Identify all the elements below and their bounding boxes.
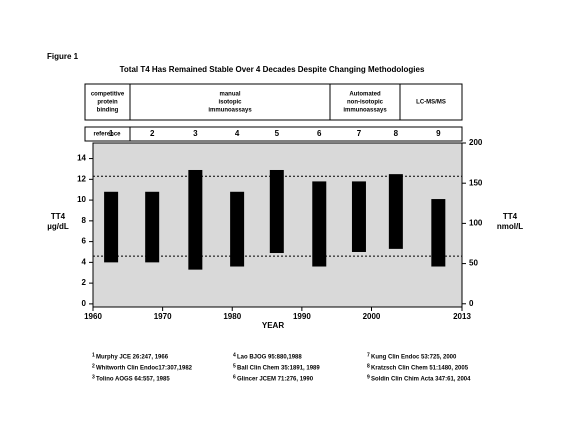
footnote-number: 4 bbox=[233, 352, 236, 358]
footnote-text: Soldin Clin Chim Acta 347:61, 2004 bbox=[371, 377, 471, 383]
x-tick-label: 2013 bbox=[453, 312, 471, 321]
y2-tick-label: 0 bbox=[469, 299, 474, 308]
footnote-text: Tolino AOGS 64:557, 1985 bbox=[96, 377, 170, 383]
reference-number: 2 bbox=[150, 129, 155, 138]
y-tick-label: 10 bbox=[77, 195, 86, 204]
y2-tick-label: 100 bbox=[469, 219, 483, 228]
y2-tick-label: 50 bbox=[469, 259, 478, 268]
footnote-number: 5 bbox=[233, 363, 236, 369]
footnote-text: Glincer JCEM 71:276, 1990 bbox=[237, 377, 314, 383]
footnote-text: Lao BJOG 95:880,1988 bbox=[237, 355, 302, 361]
y-tick-label: 12 bbox=[77, 174, 86, 183]
reference-number: 9 bbox=[436, 129, 441, 138]
reference-frame bbox=[84, 126, 463, 142]
y2-axis-label: nmol/L bbox=[497, 222, 523, 231]
y-axis-label: µg/dL bbox=[47, 222, 69, 231]
y2-axis-label: TT4 bbox=[503, 212, 518, 221]
chart-title: Total T4 Has Remained Stable Over 4 Deca… bbox=[120, 65, 425, 74]
footnote-text: Kung Clin Endoc 53:725, 2000 bbox=[371, 355, 457, 361]
range-bar bbox=[431, 199, 446, 267]
footnote-number: 7 bbox=[367, 352, 370, 358]
range-bar bbox=[104, 191, 119, 263]
reference-label: reference bbox=[93, 132, 121, 138]
footnote-number: 3 bbox=[92, 374, 95, 380]
method-label: binding bbox=[97, 108, 119, 114]
x-tick-label: 1980 bbox=[223, 312, 241, 321]
footnote-text: Whitworth Clin Endoc17:307,1982 bbox=[96, 366, 193, 372]
reference-number: 8 bbox=[394, 129, 399, 138]
footnote-text: Kratzsch Clin Chem 51:1480, 2005 bbox=[371, 366, 469, 372]
reference-number: 5 bbox=[275, 129, 280, 138]
method-label: LC-MS/MS bbox=[416, 100, 446, 106]
footnote-text: Ball Clin Chem 35:1891, 1989 bbox=[237, 366, 320, 372]
x-tick-label: 2000 bbox=[363, 312, 381, 321]
x-axis-label: YEAR bbox=[262, 321, 284, 330]
footnote-number: 6 bbox=[233, 374, 236, 380]
figure-label: Figure 1 bbox=[47, 52, 79, 61]
reference-number: 3 bbox=[193, 129, 198, 138]
reference-number: 1 bbox=[109, 129, 114, 138]
range-bar bbox=[312, 181, 327, 267]
footnote-number: 2 bbox=[92, 363, 95, 369]
y2-tick-label: 150 bbox=[469, 178, 483, 187]
footnote-number: 8 bbox=[367, 363, 370, 369]
range-bar bbox=[230, 191, 245, 267]
y-tick-label: 4 bbox=[82, 257, 87, 266]
methods-frame bbox=[84, 83, 463, 121]
reference-number: 7 bbox=[357, 129, 362, 138]
y-tick-label: 0 bbox=[82, 299, 87, 308]
reference-number: 4 bbox=[235, 129, 240, 138]
reference-number: 6 bbox=[317, 129, 322, 138]
range-bar bbox=[188, 169, 203, 270]
y-axis-label: TT4 bbox=[51, 212, 66, 221]
method-label: isotopic bbox=[218, 100, 242, 106]
method-label: manual bbox=[219, 92, 240, 98]
x-tick-label: 1960 bbox=[84, 312, 102, 321]
y-tick-label: 8 bbox=[82, 216, 87, 225]
y-tick-label: 6 bbox=[82, 237, 87, 246]
y2-tick-label: 200 bbox=[469, 138, 483, 147]
y-tick-label: 14 bbox=[77, 154, 86, 163]
range-bar bbox=[145, 191, 160, 263]
x-tick-label: 1970 bbox=[154, 312, 172, 321]
method-label: immunoassays bbox=[208, 108, 252, 114]
range-bar bbox=[269, 169, 284, 254]
footnote-number: 9 bbox=[367, 374, 370, 380]
method-label: protein bbox=[97, 100, 118, 106]
method-label: competitive bbox=[91, 92, 125, 98]
y-tick-label: 2 bbox=[82, 278, 87, 287]
x-tick-label: 1990 bbox=[293, 312, 311, 321]
footnote-text: Murphy JCE 26:247, 1966 bbox=[96, 355, 169, 361]
range-bar bbox=[351, 181, 366, 252]
method-label: Automated bbox=[349, 92, 381, 98]
method-label: immunoassays bbox=[343, 108, 387, 114]
range-bar bbox=[388, 174, 403, 249]
footnote-number: 1 bbox=[92, 352, 95, 358]
method-label: non-isotopic bbox=[347, 100, 384, 106]
